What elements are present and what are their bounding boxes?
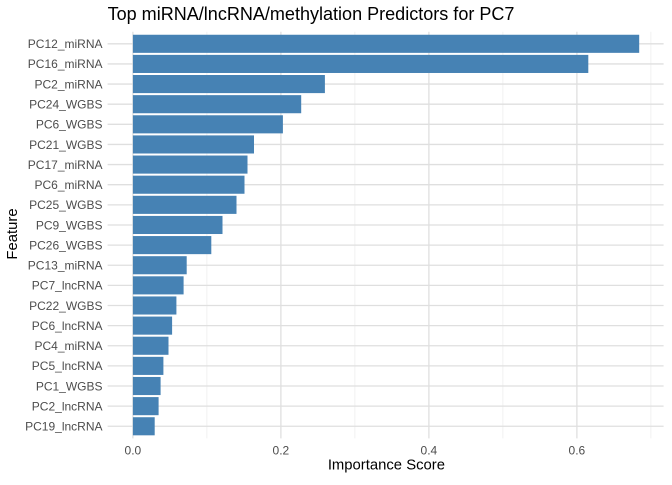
svg-text:PC2_miRNA: PC2_miRNA — [34, 77, 102, 91]
svg-text:Importance Score: Importance Score — [328, 457, 445, 473]
svg-text:PC26_WGBS: PC26_WGBS — [29, 238, 102, 252]
svg-text:PC7_lncRNA: PC7_lncRNA — [32, 279, 103, 293]
svg-text:0.4: 0.4 — [421, 443, 438, 457]
svg-text:PC17_miRNA: PC17_miRNA — [28, 158, 103, 172]
svg-text:PC21_WGBS: PC21_WGBS — [29, 138, 102, 152]
svg-text:Top miRNA/lncRNA/methylation P: Top miRNA/lncRNA/methylation Predictors … — [108, 4, 515, 24]
svg-text:PC6_miRNA: PC6_miRNA — [34, 178, 102, 192]
svg-text:PC4_miRNA: PC4_miRNA — [34, 339, 102, 353]
svg-text:PC6_lncRNA: PC6_lncRNA — [32, 319, 103, 333]
svg-text:PC5_lncRNA: PC5_lncRNA — [32, 359, 103, 373]
svg-text:PC13_miRNA: PC13_miRNA — [28, 259, 103, 273]
svg-text:PC6_WGBS: PC6_WGBS — [36, 118, 103, 132]
svg-text:PC9_WGBS: PC9_WGBS — [36, 218, 103, 232]
svg-text:0.0: 0.0 — [125, 443, 142, 457]
svg-text:PC2_lncRNA: PC2_lncRNA — [32, 399, 103, 413]
svg-text:PC19_lncRNA: PC19_lncRNA — [25, 420, 102, 434]
svg-text:0.2: 0.2 — [273, 443, 290, 457]
svg-text:PC1_WGBS: PC1_WGBS — [36, 379, 103, 393]
svg-text:Feature: Feature — [5, 208, 21, 259]
svg-text:PC12_miRNA: PC12_miRNA — [28, 37, 103, 51]
svg-text:PC22_WGBS: PC22_WGBS — [29, 299, 102, 313]
svg-text:PC16_miRNA: PC16_miRNA — [28, 57, 103, 71]
svg-text:PC25_WGBS: PC25_WGBS — [29, 198, 102, 212]
svg-text:0.6: 0.6 — [569, 443, 586, 457]
svg-text:PC24_WGBS: PC24_WGBS — [29, 97, 102, 111]
